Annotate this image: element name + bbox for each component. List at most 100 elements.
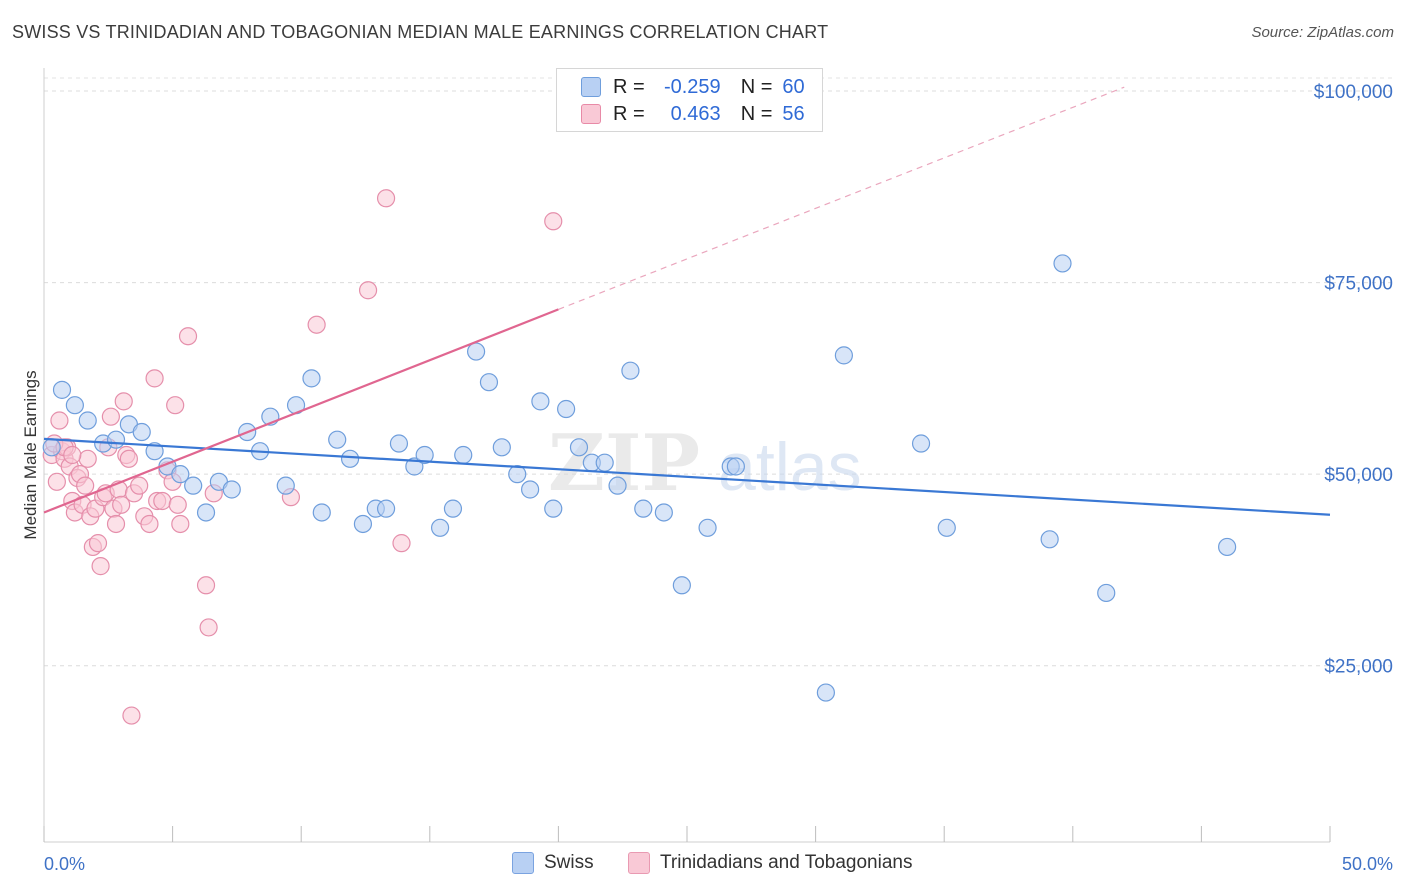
swiss-point <box>816 683 835 702</box>
swiss-point <box>376 499 396 518</box>
swiss-point <box>479 373 499 392</box>
trini-point <box>544 212 563 231</box>
swiss-point <box>328 430 347 449</box>
swiss-point <box>171 465 190 484</box>
trini-point <box>47 472 66 491</box>
swiss-point <box>672 576 691 595</box>
swiss-point <box>222 480 241 499</box>
x-tick-label: 0.0% <box>44 854 85 874</box>
swiss-point <box>415 445 434 465</box>
trini-point <box>153 491 172 511</box>
trini-point <box>392 534 411 553</box>
legend-swatch-trini <box>581 104 601 124</box>
swiss-point <box>726 457 745 476</box>
trini-point <box>112 495 131 514</box>
legend-item-swiss: Swiss <box>512 852 594 874</box>
swiss-point <box>634 499 653 518</box>
swiss-point <box>492 438 511 457</box>
trend-lines <box>43 86 1331 516</box>
legend-item-trini: Trinidadians and Tobagonians <box>628 852 912 874</box>
swiss-point <box>42 438 61 457</box>
swiss-point <box>276 476 295 495</box>
series-trinidadian-points <box>42 189 563 725</box>
trini-point <box>145 369 164 388</box>
swiss-point <box>1097 583 1116 603</box>
swiss-point <box>196 503 216 522</box>
trini-point <box>88 534 108 553</box>
swiss-point <box>405 457 424 476</box>
swiss-point <box>521 480 540 499</box>
legend-n-value-swiss: 60 <box>782 75 805 98</box>
trini-point <box>122 706 141 725</box>
swiss-point <box>340 449 360 468</box>
legend-r-value-trini: 0.463 <box>670 102 721 125</box>
trini-trend-extension <box>558 86 1125 310</box>
trini-point <box>171 514 190 534</box>
swiss-point <box>145 442 164 461</box>
trini-point <box>168 495 187 514</box>
legend-row-trini: R = 0.463 N = 56 <box>557 101 805 127</box>
y-axis-label: Median Male Earnings <box>21 370 40 539</box>
watermark-zip: ZIP <box>548 418 700 509</box>
trini-point <box>166 396 185 415</box>
swiss-point <box>654 503 673 522</box>
correlation-legend: R = -0.259 N = 60 R = 0.463 N = 56 <box>556 68 823 132</box>
chart-title: SWISS VS TRINIDADIAN AND TOBAGONIAN MEDI… <box>12 22 829 42</box>
swiss-point <box>621 361 640 380</box>
trini-point <box>376 189 396 208</box>
swiss-point <box>389 434 409 453</box>
legend-label-trini: Trinidadians and Tobagonians <box>660 852 913 873</box>
swiss-point <box>557 399 576 419</box>
swiss-point <box>302 369 321 388</box>
swiss-point <box>184 476 203 495</box>
y-tick-label: $100,000 <box>1314 82 1393 103</box>
swiss-point <box>911 434 931 453</box>
swiss-trend-line <box>43 437 1331 516</box>
trini-point <box>119 449 138 468</box>
y-tick-label: $25,000 <box>1324 657 1393 678</box>
trini-point <box>50 411 69 430</box>
swiss-point <box>1040 530 1059 549</box>
grid-lines <box>44 77 1394 667</box>
trini-point <box>140 514 159 534</box>
y-tick-label: $50,000 <box>1324 465 1393 486</box>
trini-point <box>91 557 110 576</box>
swiss-point <box>834 346 853 365</box>
trini-point <box>196 576 216 595</box>
y-tick-label: $75,000 <box>1324 274 1393 295</box>
legend-row-swiss: R = -0.259 N = 60 <box>557 74 805 100</box>
legend-label-swiss: Swiss <box>544 852 594 873</box>
swiss-point <box>569 438 589 457</box>
swiss-point <box>78 411 97 430</box>
trini-point <box>307 315 326 334</box>
trini-point <box>358 281 378 300</box>
legend-r-label: R = <box>613 75 645 98</box>
swiss-point <box>937 518 956 537</box>
trini-point <box>114 392 133 411</box>
swiss-point <box>508 465 527 484</box>
legend-r-value-swiss: -0.259 <box>663 75 721 98</box>
series-swiss-points <box>42 254 1237 702</box>
swiss-point <box>608 476 627 495</box>
x-tick-label: 50.0% <box>1342 854 1393 874</box>
swiss-point <box>430 518 450 537</box>
swiss-point <box>466 342 486 361</box>
legend-swatch-swiss <box>581 77 601 97</box>
swiss-point <box>132 422 151 442</box>
swiss-point <box>353 514 373 534</box>
swiss-point <box>52 380 72 399</box>
legend-n-label: N = <box>740 102 773 125</box>
trini-point <box>78 449 97 468</box>
source-label: Source: ZipAtlas.com <box>1251 24 1394 41</box>
series-legend: Swiss Trinidadians and Tobagonians <box>0 852 1406 878</box>
swiss-point <box>698 518 717 537</box>
swiss-point <box>454 445 473 465</box>
legend-n-value-trini: 56 <box>782 102 805 125</box>
trini-point <box>199 618 218 637</box>
swiss-point <box>1218 537 1237 557</box>
trini-point <box>101 407 120 426</box>
tick-labels: $25,000 $50,000 $75,000 $100,000 0.0% 50.0% <box>44 82 1393 874</box>
trini-trend-line <box>43 308 559 514</box>
legend-swatch-swiss <box>512 852 534 874</box>
legend-n-label: N = <box>740 75 773 98</box>
